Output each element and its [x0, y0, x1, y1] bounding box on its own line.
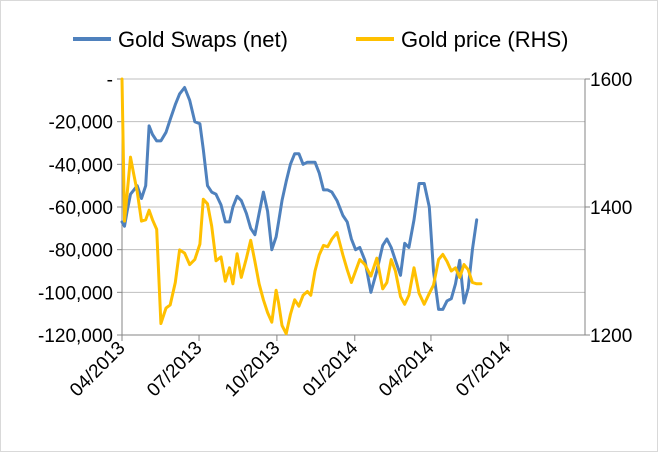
x-tick-label: 04/2013: [66, 338, 129, 401]
y-left-tick-label: -80,000: [49, 241, 113, 262]
y-left-tick-label: -20,000: [49, 113, 113, 134]
y-left-tick-label: -: [107, 70, 113, 91]
y-right-tick-label: 1400: [590, 198, 632, 219]
legend-label: Gold Swaps (net): [118, 27, 288, 52]
gold-price-line: [120, 77, 483, 336]
x-tick-label: 01/2014: [299, 337, 363, 401]
y-left-tick-label: -100,000: [38, 283, 113, 304]
legend-label: Gold price (RHS): [401, 27, 568, 52]
y-left-tick-label: -120,000: [38, 326, 113, 347]
y-right-tick-label: 1600: [590, 70, 632, 91]
x-tick-label: 07/2014: [452, 337, 516, 401]
x-tick-label: 07/2013: [143, 338, 206, 401]
x-tick-label: 10/2013: [221, 338, 284, 401]
axes: [117, 78, 590, 341]
y-right-tick-label: 1200: [590, 326, 632, 347]
legend: Gold Swaps (net) Gold price (RHS): [73, 27, 568, 52]
y-left-tick-label: -40,000: [49, 155, 113, 176]
gridlines: [122, 78, 585, 336]
gold-swaps-line: [120, 86, 479, 311]
y-left-tick-label: -60,000: [49, 198, 113, 219]
x-tick-label: 04/2014: [375, 337, 439, 401]
series-lines: [120, 77, 483, 336]
